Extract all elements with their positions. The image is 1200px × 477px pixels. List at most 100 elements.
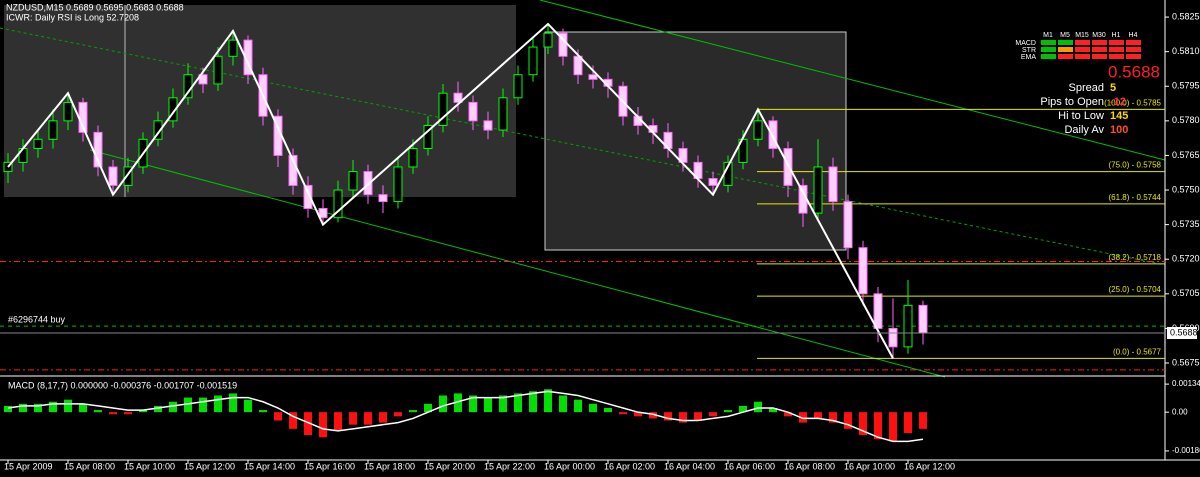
macd-bar <box>64 399 72 413</box>
stat-value: -12 <box>1110 96 1126 108</box>
signal-line <box>7 390 924 443</box>
macd-bar <box>859 412 867 436</box>
macd-bar <box>889 412 897 442</box>
candle-body <box>363 171 373 196</box>
candle-body <box>183 74 193 99</box>
macd-bar <box>724 410 732 413</box>
candle-body <box>813 166 823 214</box>
panel-column: M30 <box>1092 32 1106 39</box>
signal-cell <box>1058 47 1073 52</box>
candle-body <box>378 194 388 203</box>
macd-bar <box>559 395 567 413</box>
stat-value: 145 <box>1110 110 1128 122</box>
candle-body <box>513 74 523 99</box>
fib-label: (0.0) - 0.5677 <box>1113 348 1162 357</box>
candle-body <box>123 166 133 186</box>
x-tick-label: 15 Apr 14:00 <box>244 461 295 471</box>
macd-bar <box>349 412 357 425</box>
macd-bar <box>514 393 522 413</box>
signal-cell <box>1058 54 1073 59</box>
candle-body <box>423 124 433 150</box>
macd-bar <box>709 412 717 417</box>
signal-cell <box>1092 47 1107 52</box>
signal-cell <box>1109 54 1124 59</box>
macd-bar <box>199 397 207 413</box>
macd-bar <box>184 397 192 413</box>
x-tick-label: 15 Apr 12:00 <box>184 461 235 471</box>
panel-column: H1 <box>1112 32 1121 39</box>
candle-body <box>918 304 928 334</box>
x-tick-label: 15 Apr 16:00 <box>304 461 355 471</box>
macd-bar <box>214 395 222 413</box>
macd-bar <box>229 393 237 413</box>
panel-column: M15 <box>1075 32 1089 39</box>
macd-bar <box>814 412 822 419</box>
x-tick-label: 16 Apr 02:00 <box>604 461 655 471</box>
macd-bar <box>289 412 297 429</box>
macd-bar <box>379 412 387 423</box>
candle-body <box>393 166 403 203</box>
macd-bar <box>139 410 147 413</box>
macd-bar <box>259 410 267 413</box>
candle-body <box>153 120 163 140</box>
fib-label: (25.0) - 0.5704 <box>1109 285 1162 294</box>
macd-bar <box>844 412 852 429</box>
candle-body <box>198 74 208 85</box>
x-tick-label: 15 Apr 08:00 <box>64 461 115 471</box>
y-tick-label: 0.5825 <box>1172 11 1200 21</box>
macd-bar <box>154 405 162 413</box>
macd-bar <box>529 391 537 413</box>
panel-column: H4 <box>1129 32 1138 39</box>
x-tick-label: 15 Apr 22:00 <box>484 461 535 471</box>
fib-label: (61.8) - 0.5744 <box>1109 193 1162 202</box>
signal-cell <box>1109 47 1124 52</box>
candle-body <box>483 120 493 131</box>
signal-cell <box>1075 40 1090 45</box>
macd-bar <box>784 412 792 417</box>
chart-subtitle: ICWR: Daily RSI is Long 52.7208 <box>6 12 139 22</box>
macd-bar <box>94 410 102 413</box>
macd-bar <box>124 412 132 415</box>
x-tick-label: 16 Apr 06:00 <box>724 461 775 471</box>
signal-cell <box>1041 54 1056 59</box>
macd-bar <box>679 412 687 423</box>
macd-bar <box>49 401 57 413</box>
signal-cell <box>1126 54 1141 59</box>
signal-cell <box>1126 40 1141 45</box>
candle-body <box>498 97 508 131</box>
signal-cell <box>1092 40 1107 45</box>
channel-line <box>539 0 1166 161</box>
candle-body <box>708 178 718 186</box>
candle-body <box>213 55 223 85</box>
macd-bar <box>424 403 432 413</box>
x-tick-label: 16 Apr 12:00 <box>904 461 955 471</box>
y-tick-label: 0.001347 <box>1172 379 1200 388</box>
range-box <box>544 31 847 251</box>
chart-title: NZDUSD,M15 0.5689 0.5695 0.5683 0.5688 <box>6 2 184 12</box>
order-label: #6296744 buy <box>8 314 66 324</box>
macd-bar <box>109 412 117 415</box>
candle-body <box>228 39 238 57</box>
candle-body <box>33 138 43 150</box>
candle-body <box>753 120 763 140</box>
macd-bar <box>244 399 252 413</box>
macd-bar <box>274 412 282 421</box>
macd-bar <box>439 395 447 413</box>
stat-label: Daily Av <box>1064 124 1104 136</box>
candle-body <box>333 189 343 219</box>
candle-body <box>843 201 853 249</box>
macd-bar <box>484 397 492 413</box>
panel-row-label: STR <box>1022 47 1036 54</box>
macd-bar <box>4 405 12 413</box>
candle-body <box>903 304 913 348</box>
y-tick-label: 0.5705 <box>1172 288 1200 298</box>
candle-body <box>768 120 778 150</box>
candle-body <box>468 101 478 122</box>
y-tick-label: 0.5720 <box>1172 254 1200 264</box>
signal-cell <box>1041 40 1056 45</box>
y-tick-label: 0.5765 <box>1172 150 1200 160</box>
y-tick-label: 0.5735 <box>1172 219 1200 229</box>
x-tick-label: 15 Apr 20:00 <box>424 461 475 471</box>
macd-bar <box>19 403 27 413</box>
